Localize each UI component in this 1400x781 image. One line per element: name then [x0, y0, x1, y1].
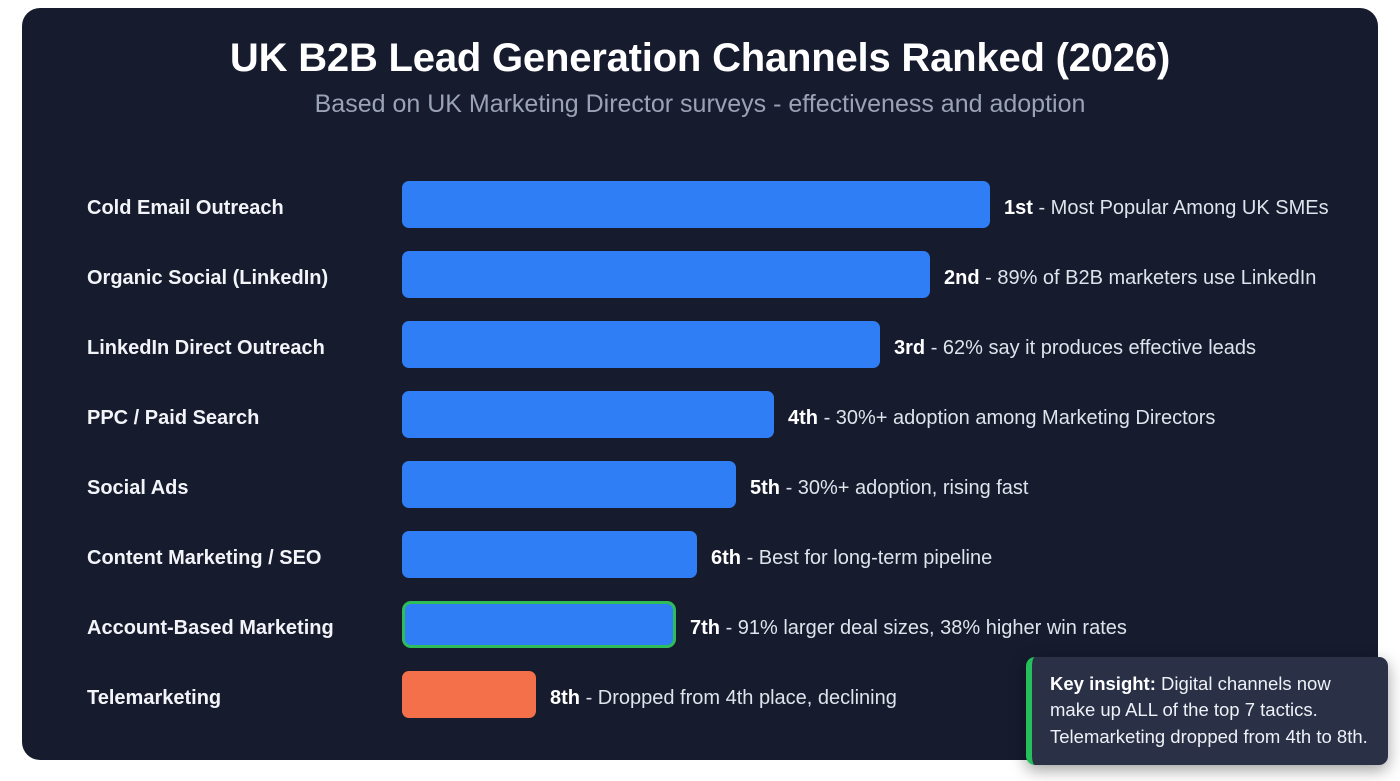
- bar-rank: 4th: [788, 407, 818, 429]
- bar-highlighted: [402, 601, 676, 648]
- chart-row: Content Marketing / SEO 6th - Best for lo…: [22, 523, 1378, 593]
- bar-description: - Dropped from 4th place, declining: [585, 687, 897, 709]
- bar-rank: 3rd: [894, 337, 926, 359]
- page-title: UK B2B Lead Generation Channels Ranked (…: [229, 36, 1171, 80]
- bar-category-label: Social Ads: [87, 477, 189, 499]
- bar-annotation: 1st - Most Popular Among UK SMEs: [1004, 173, 1329, 243]
- chart-row: Social Ads 5th - 30%+ adoption, rising fa…: [22, 453, 1378, 523]
- bar-annotation: 4th - 30%+ adoption among Marketing Dire…: [788, 383, 1215, 453]
- bar-rank: 5th: [750, 477, 780, 499]
- bar-rank: 7th: [690, 617, 720, 639]
- bar-annotation: 5th - 30%+ adoption, rising fast: [750, 453, 1028, 523]
- bar-annotation: 7th - 91% larger deal sizes, 38% higher …: [690, 593, 1127, 663]
- bar: [402, 531, 697, 578]
- chart-row: Cold Email Outreach 1st - Most Popular Am…: [22, 173, 1378, 243]
- chart-row: Account-Based Marketing 7th - 91% larger …: [22, 593, 1378, 663]
- bar-description: - 89% of B2B marketers use LinkedIn: [985, 267, 1317, 289]
- bar-description: - 62% say it produces effective leads: [930, 337, 1257, 359]
- key-insight-body: Digital channels now make up ALL of the …: [1050, 673, 1368, 747]
- chart-card: UK B2B Lead Generation Channels Ranked (…: [22, 8, 1378, 760]
- bar-annotation: 8th - Dropped from 4th place, declining: [550, 663, 897, 733]
- chart-row: LinkedIn Direct Outreach 3rd - 62% say it…: [22, 313, 1378, 383]
- bar-category-label: Cold Email Outreach: [87, 197, 284, 219]
- bar-category-label: Organic Social (LinkedIn): [87, 267, 329, 289]
- bar: [402, 321, 880, 368]
- bar-rank: 1st: [1004, 197, 1033, 219]
- bar-category-label: LinkedIn Direct Outreach: [87, 337, 325, 359]
- bar: [402, 391, 774, 438]
- bar: [402, 181, 990, 228]
- bar: [402, 461, 736, 508]
- bar-annotation: 2nd - 89% of B2B marketers use LinkedIn: [944, 243, 1316, 313]
- bar-rank: 6th: [711, 547, 741, 569]
- bar-rows: Cold Email Outreach 1st - Most Popular Am…: [22, 173, 1378, 733]
- chart-row: Organic Social (LinkedIn) 2nd - 89% of B2…: [22, 243, 1378, 313]
- bar-rank: 2nd: [944, 267, 980, 289]
- bar-category-label: Account-Based Marketing: [87, 617, 334, 639]
- bar: [402, 251, 930, 298]
- bar-category-label: Telemarketing: [87, 687, 222, 709]
- chart-row: Telemarketing 8th - Dropped from 4th plac…: [22, 663, 1378, 733]
- bar-category-label: PPC / Paid Search: [87, 407, 260, 429]
- bar-annotation: 3rd - 62% say it produces effective lead…: [894, 313, 1256, 383]
- bar-description: - Best for long-term pipeline: [746, 547, 993, 569]
- chart-subtitle: Based on UK Marketing Director surveys -…: [314, 89, 1086, 118]
- chart-header: UK B2B Lead Generation Channels Ranked (…: [22, 36, 1378, 119]
- bar-description: - 30%+ adoption, rising fast: [785, 477, 1029, 499]
- bar-rank: 8th: [550, 687, 580, 709]
- bar-annotation: 6th - Best for long-term pipeline: [711, 523, 992, 593]
- chart-row: PPC / Paid Search 4th - 30%+ adoption amo…: [22, 383, 1378, 453]
- bar-category-label: Content Marketing / SEO: [87, 547, 322, 569]
- key-insight-text: Key insight: Digital channels now make u…: [1050, 671, 1372, 750]
- key-insight-label: Key insight:: [1050, 673, 1156, 694]
- bar-description: - Most Popular Among UK SMEs: [1038, 197, 1329, 219]
- key-insight-callout: Key insight: Digital channels now make u…: [1026, 657, 1388, 765]
- bar: [402, 671, 536, 718]
- bar-description: - 91% larger deal sizes, 38% higher win …: [725, 617, 1127, 639]
- bar-description: - 30%+ adoption among Marketing Director…: [823, 407, 1216, 429]
